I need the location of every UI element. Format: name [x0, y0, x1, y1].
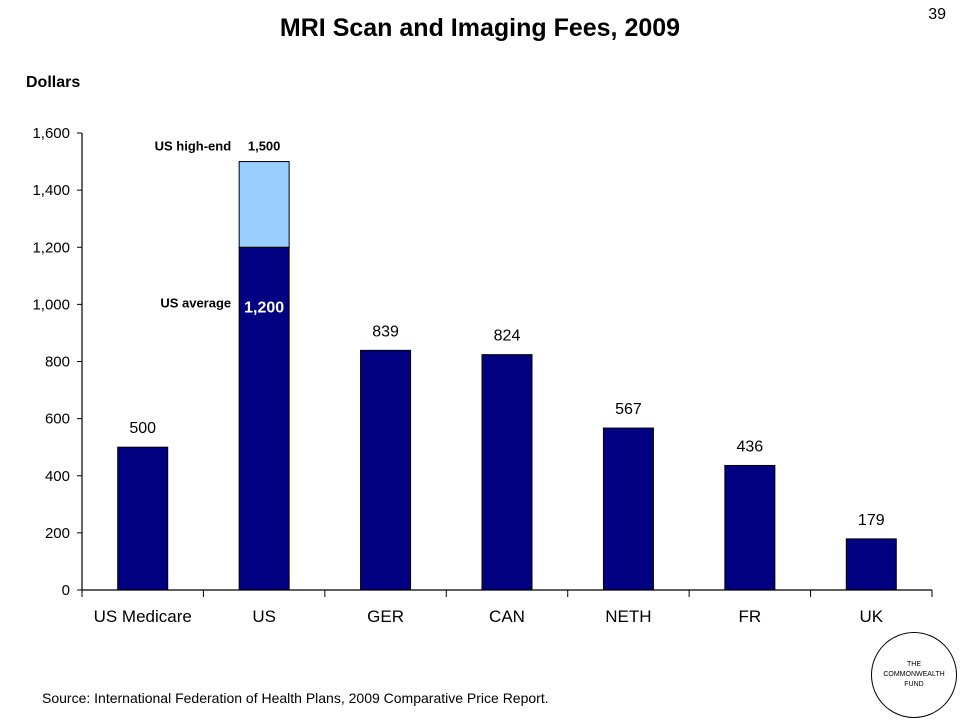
bar-extension-high-end — [238, 161, 290, 248]
bar-fr — [724, 464, 776, 591]
commonwealth-fund-logo: THE COMMONWEALTH FUND — [871, 632, 957, 718]
x-tick-label: UK — [859, 607, 883, 626]
x-tick-label: GER — [367, 607, 404, 626]
y-tick-label: 400 — [45, 468, 70, 485]
bar-can — [481, 354, 533, 591]
data-label: 179 — [858, 512, 885, 529]
y-tick-label: 1,600 — [32, 125, 70, 142]
y-tick-label: 1,000 — [32, 296, 70, 313]
data-label: 839 — [372, 323, 399, 340]
data-label: 824 — [494, 328, 521, 345]
x-tick-label: CAN — [489, 607, 525, 626]
x-tick-label: US Medicare — [94, 607, 192, 626]
logo-line-3: FUND — [904, 681, 924, 688]
y-axis-unit-label: Dollars — [26, 74, 81, 91]
data-label: 436 — [737, 438, 764, 455]
slide-number: 39 — [928, 6, 946, 23]
data-label: 567 — [615, 401, 642, 418]
bar-us-medicare — [117, 446, 169, 591]
logo-line-1: THE — [907, 661, 921, 668]
x-tick-label: NETH — [605, 607, 651, 626]
y-tick-label: 600 — [45, 411, 70, 428]
x-tick-label: US — [252, 607, 276, 626]
y-tick-label: 200 — [45, 525, 70, 542]
x-tick-label: FR — [739, 607, 762, 626]
chart-title: MRI Scan and Imaging Fees, 2009 — [279, 14, 681, 42]
bar-neth — [602, 427, 654, 591]
data-label: 500 — [129, 420, 156, 437]
data-label: 1,200 — [244, 299, 284, 316]
annotation-us-high-end: US high-end — [155, 139, 232, 154]
annotation-us-average: US average — [160, 295, 231, 310]
y-tick-label: 1,400 — [32, 182, 70, 199]
y-tick-label: 0 — [62, 582, 70, 599]
y-tick-label: 1,200 — [32, 239, 70, 256]
bar-uk — [845, 538, 897, 591]
bar-ger — [360, 349, 412, 591]
bar-chart: 0 200 400 600 800 1,000 1,200 1,400 1,600 US Medi… — [32, 125, 933, 626]
data-label-high-end: 1,500 — [248, 139, 281, 154]
source-note: Source: International Federation of Heal… — [42, 690, 549, 706]
y-tick-label: 800 — [45, 354, 70, 371]
logo-line-2: COMMONWEALTH — [883, 671, 945, 678]
